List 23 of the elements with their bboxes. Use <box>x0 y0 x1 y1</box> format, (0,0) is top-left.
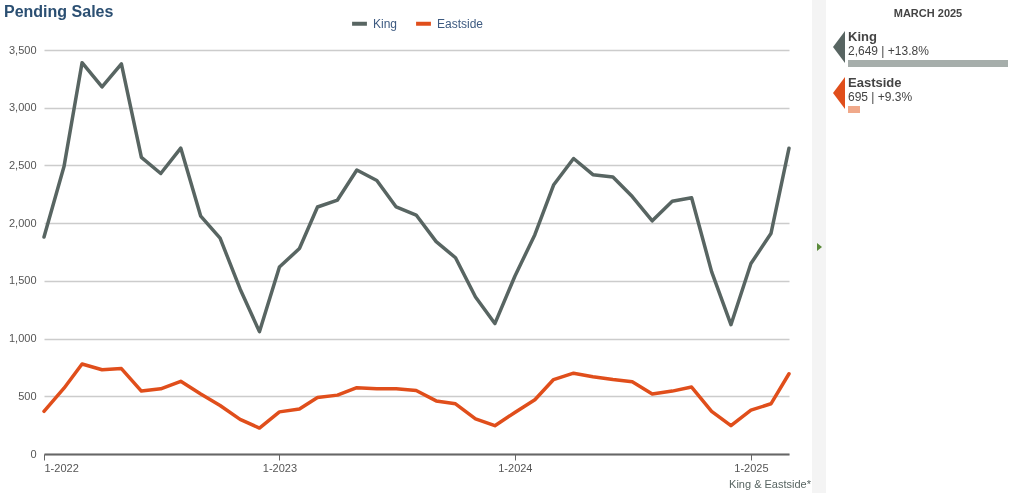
y-tick-label: 2,500 <box>8 158 37 171</box>
x-tick-label: 1-2022 <box>44 461 79 474</box>
legend-label: Eastside <box>437 16 484 31</box>
line-series <box>42 362 791 430</box>
y-tick-label: 3,000 <box>8 101 37 114</box>
x-tick-label: 1-2025 <box>734 461 769 474</box>
text: MARCH 2025 <box>892 7 964 19</box>
text: King <box>848 29 878 44</box>
chart-title: Pending Sales <box>4 3 114 20</box>
text: 695 | +9.3% <box>848 90 914 104</box>
line-series <box>42 60 791 334</box>
text: Eastside <box>848 75 903 90</box>
y-tick-label: 3,500 <box>8 43 37 56</box>
y-tick-label: 2,000 <box>8 216 37 229</box>
y-tick-label: 1,000 <box>8 332 37 345</box>
y-tick-label: 500 <box>18 389 37 402</box>
text: 2,649 | +13.8% <box>848 44 930 58</box>
legend-label: King <box>373 16 398 31</box>
y-tick-label: 1,500 <box>8 274 37 287</box>
text: King & Eastside* <box>728 478 811 490</box>
x-tick-label: 1-2023 <box>262 461 298 474</box>
x-tick-label: 1-2024 <box>498 461 533 474</box>
y-tick-label: 0 <box>30 447 37 460</box>
